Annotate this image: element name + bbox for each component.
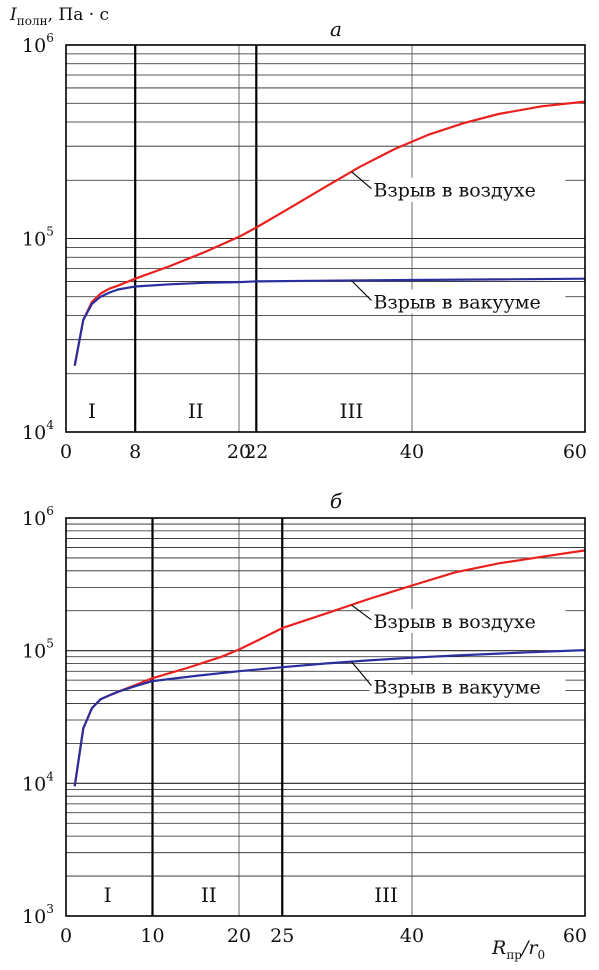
plot-frame-b <box>65 517 586 917</box>
x-tick-label: 0 <box>60 925 72 947</box>
x-axis-label-subscript: пр <box>506 948 522 962</box>
y-tick-label: 106 <box>22 504 54 530</box>
region-label: II <box>201 883 217 907</box>
x-tick-label: 22 <box>244 441 268 463</box>
gridlines-b <box>66 518 585 916</box>
y-tick-label: 106 <box>22 31 54 57</box>
chart-title-b: б <box>330 489 343 513</box>
x-tick-label: 0 <box>60 441 72 463</box>
y-tick-label: 104 <box>22 418 54 444</box>
annotation-pointer <box>351 280 372 301</box>
y-tick-label: 105 <box>22 637 54 663</box>
series-annotation: Взрыв в воздухе <box>373 611 535 633</box>
x-tick-label: 20 <box>227 441 251 463</box>
series-annotation: Взрыв в вакууме <box>373 292 540 314</box>
series-b <box>73 549 586 787</box>
region-boundaries-b <box>151 518 284 916</box>
series-line-vacuum <box>73 649 586 787</box>
y-axis-label: Iполн, Па · с <box>9 5 109 28</box>
annotation-pointer <box>351 171 372 190</box>
x-axis-label: Rпр/r0 <box>491 937 545 962</box>
region-label: III <box>340 399 364 423</box>
y-tick-label: 105 <box>22 225 54 251</box>
x-tick-label: 8 <box>129 441 141 463</box>
x-tick-label: 10 <box>140 925 164 947</box>
annotations-b: Взрыв в воздухе Взрыв в вакууме <box>351 604 566 699</box>
x-tick-label: 60 <box>563 925 587 947</box>
annotation-bg <box>369 177 566 202</box>
region-label: I <box>104 883 112 907</box>
region-label: III <box>374 883 398 907</box>
annotation-bg <box>369 289 566 314</box>
series-annotation: Взрыв в воздухе <box>373 180 535 202</box>
y-axis-label-units: , Па · с <box>48 5 110 25</box>
annotation-bg <box>369 608 566 633</box>
y-axis-label-symbol: I <box>9 5 17 25</box>
x-axis-label-rest: /r <box>520 937 539 959</box>
x-axis-label-symbol: R <box>491 937 506 959</box>
x-tick-labels-b: 0 10 20 25 40 60 <box>60 925 587 947</box>
series-line-air <box>73 549 586 787</box>
region-boundaries-a <box>134 45 258 432</box>
region-label: II <box>188 399 204 423</box>
region-labels-a: I II III <box>88 399 363 423</box>
series-a <box>73 100 586 366</box>
x-tick-label: 60 <box>563 441 587 463</box>
y-axis-label-subscript: полн <box>17 14 48 28</box>
plot-frame-a <box>65 44 586 433</box>
y-tick-label: 104 <box>22 769 54 795</box>
annotations-a: Взрыв в воздухе Взрыв в вакууме <box>351 171 566 314</box>
series-line-vacuum <box>73 277 586 366</box>
region-labels-b: I II III <box>104 883 398 907</box>
region-label: I <box>88 399 96 423</box>
y-tick-label: 103 <box>22 902 54 928</box>
y-tick-labels-a: 104 105 106 <box>22 31 54 444</box>
chart-title-a: а <box>330 17 342 41</box>
series-annotation: Взрыв в вакууме <box>373 677 540 699</box>
annotation-pointer <box>351 661 372 686</box>
gridlines-a <box>66 45 585 432</box>
x-axis-label-rest-subscript: 0 <box>537 948 545 962</box>
y-tick-labels-b: 103 104 105 106 <box>22 504 54 928</box>
annotation-pointer <box>351 604 372 621</box>
x-tick-label: 40 <box>400 441 424 463</box>
annotation-bg <box>369 674 566 699</box>
x-tick-label: 20 <box>227 925 251 947</box>
series-line-air <box>73 100 586 366</box>
x-tick-label: 40 <box>400 925 424 947</box>
x-tick-label: 25 <box>270 925 294 947</box>
